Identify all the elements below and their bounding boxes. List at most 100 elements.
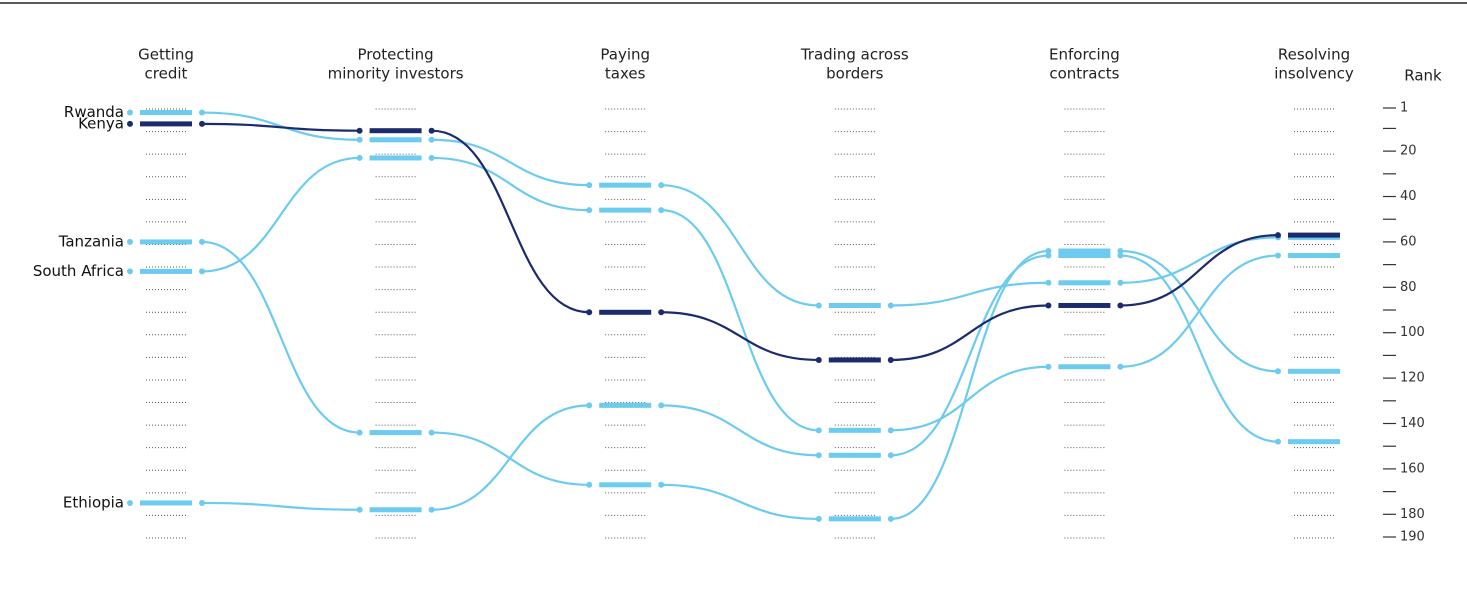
- dot: [199, 120, 205, 127]
- y-tick-label: 190: [1400, 530, 1425, 545]
- dot: [1275, 368, 1281, 375]
- rank-bar: [828, 516, 881, 522]
- dot: [127, 268, 133, 275]
- rank-bar: [828, 452, 881, 458]
- dot: [658, 402, 665, 409]
- dot: [815, 302, 822, 309]
- dot: [356, 127, 363, 134]
- country-label: Rwanda: [64, 103, 124, 121]
- rank-bar: [369, 155, 422, 161]
- y-tick-label: 80: [1400, 280, 1417, 295]
- country-label: Kenya: [78, 114, 124, 132]
- rank-bar: [1288, 253, 1340, 259]
- dot: [887, 302, 894, 309]
- rank-bar: [828, 302, 881, 308]
- y-tick-label: 100: [1400, 325, 1425, 340]
- dot: [658, 309, 665, 316]
- column-header: minority investors: [328, 65, 464, 83]
- dot: [1117, 248, 1124, 254]
- y-tick-label: 140: [1400, 416, 1425, 431]
- dot: [586, 182, 593, 189]
- dot: [428, 154, 435, 161]
- rank-bar: [1058, 248, 1111, 254]
- rank-bar: [1288, 368, 1340, 374]
- rank-bar: [369, 137, 422, 143]
- dot: [199, 238, 205, 245]
- dot: [1275, 438, 1281, 445]
- dot: [1045, 252, 1052, 259]
- dot: [428, 429, 435, 436]
- y-tick-label: 160: [1400, 461, 1425, 476]
- y-axis-label: Rank: [1404, 67, 1442, 85]
- column-header: Resolving: [1278, 46, 1350, 64]
- dot: [1117, 363, 1124, 370]
- dot: [586, 402, 593, 409]
- y-tick-label: 20: [1400, 144, 1417, 159]
- column-header: credit: [145, 65, 188, 83]
- dot: [127, 238, 133, 245]
- dot: [1045, 248, 1052, 254]
- dot: [1045, 279, 1052, 286]
- dot: [1117, 302, 1124, 309]
- dot: [428, 127, 435, 134]
- column-header: Protecting: [357, 46, 433, 64]
- rank-bar: [828, 357, 881, 363]
- dot: [887, 356, 894, 363]
- dot: [815, 356, 822, 363]
- y-tick-label: 120: [1400, 371, 1425, 386]
- rank-bar: [599, 482, 652, 488]
- dot: [127, 120, 133, 127]
- rank-bar: [369, 430, 422, 436]
- column-header: borders: [826, 65, 884, 83]
- dot: [199, 109, 205, 116]
- rank-bar: [1288, 439, 1340, 445]
- rank-bar: [599, 207, 652, 213]
- rank-bar: [140, 500, 192, 506]
- country-label: Tanzania: [58, 232, 124, 250]
- dot: [586, 207, 593, 214]
- dot: [1275, 252, 1281, 259]
- dot: [127, 109, 133, 116]
- y-tick-label: 180: [1400, 507, 1425, 522]
- y-tick-label: 1: [1400, 101, 1408, 116]
- y-tick-label: 40: [1400, 189, 1417, 204]
- dot: [815, 515, 822, 522]
- column-header: Enforcing: [1049, 46, 1120, 64]
- rank-bar: [599, 182, 652, 188]
- rank-bar: [140, 121, 192, 127]
- dot: [658, 481, 665, 488]
- rank-bar: [1058, 253, 1111, 259]
- rank-bar: [1058, 302, 1111, 308]
- dot: [815, 452, 822, 459]
- rank-bar: [369, 507, 422, 513]
- dot: [658, 207, 665, 214]
- dot: [887, 452, 894, 459]
- country-label: Ethiopia: [63, 493, 124, 511]
- dot: [1045, 363, 1052, 370]
- dot: [815, 427, 822, 434]
- connector-line: [201, 240, 1279, 520]
- rank-bar: [1058, 364, 1111, 370]
- dot: [356, 429, 363, 436]
- connector-line: [201, 156, 1279, 432]
- dot: [428, 136, 435, 143]
- y-tick-label: 60: [1400, 234, 1417, 249]
- dot: [586, 309, 593, 316]
- connector-line: [201, 122, 1279, 362]
- dot: [1045, 302, 1052, 309]
- column-header: Paying: [600, 46, 650, 64]
- dot: [127, 499, 133, 506]
- rank-bar: [828, 427, 881, 433]
- country-label: South Africa: [33, 262, 124, 280]
- rank-bar: [140, 239, 192, 245]
- dot: [199, 499, 205, 506]
- dot: [356, 154, 363, 161]
- dot: [887, 515, 894, 522]
- rank-bar: [1288, 232, 1340, 238]
- dot: [1275, 232, 1281, 239]
- connector-line: [201, 111, 1279, 307]
- dot: [356, 506, 363, 513]
- rank-bar: [140, 268, 192, 274]
- dot: [428, 506, 435, 513]
